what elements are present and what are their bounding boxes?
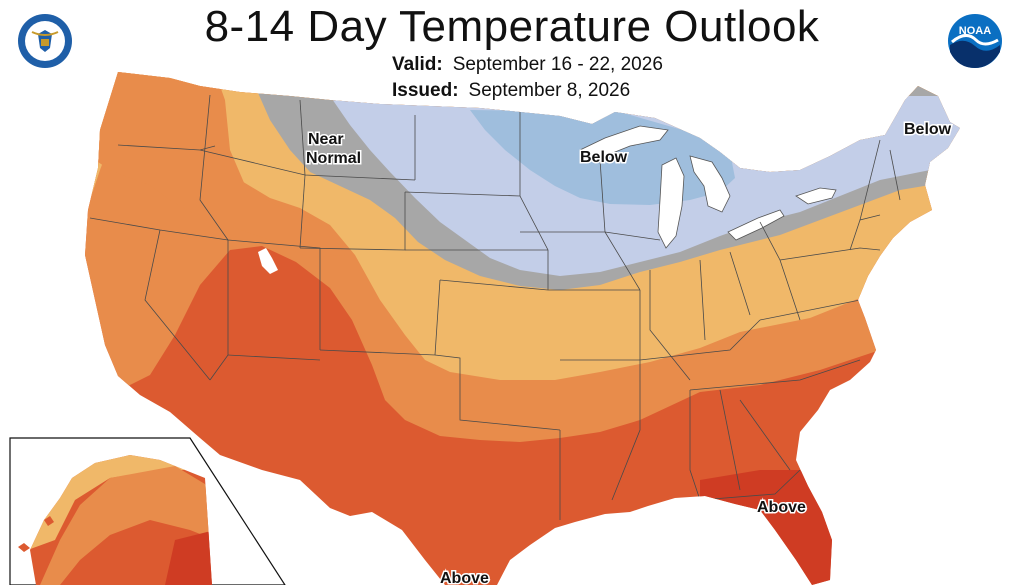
noaa-logo-icon: NOAA [948, 14, 1002, 68]
above-label-texas: Above [440, 570, 489, 585]
near-normal-label-line1: Near [308, 131, 344, 148]
state-borders [89, 94, 901, 520]
map-title: 8-14 Day Temperature Outlook [204, 2, 820, 51]
lake-erie [727, 209, 785, 241]
near-normal-label-line2: Normal [306, 150, 361, 167]
great-salt-lake [258, 248, 278, 274]
lake-michigan [657, 157, 685, 249]
valid-dates: Valid: September 16 - 22, 2026 [392, 54, 663, 76]
noaa-logo-text: NOAA [959, 25, 991, 37]
commerce-seal-icon [18, 14, 72, 68]
above-label-florida: Above [757, 499, 806, 516]
issued-label: Issued: [392, 80, 459, 101]
alaska-above-moderate [40, 466, 212, 585]
below-label-northeast: Below [904, 121, 952, 138]
aleutian-islands [18, 516, 54, 552]
lake-superior [579, 125, 669, 161]
valid-value: September 16 - 22, 2026 [452, 54, 663, 75]
lake-ontario [795, 187, 837, 205]
issued-value: September 8, 2026 [468, 80, 631, 101]
valid-label: Valid: [392, 54, 443, 75]
alaska-above-very-strong [165, 530, 212, 585]
below-label-midwest: Below [580, 149, 628, 166]
above-moderate-northwest-region [95, 72, 345, 258]
above-very-strong-region [700, 470, 840, 585]
lake-huron [689, 155, 731, 213]
issued-date: Issued: September 8, 2026 [392, 80, 630, 102]
